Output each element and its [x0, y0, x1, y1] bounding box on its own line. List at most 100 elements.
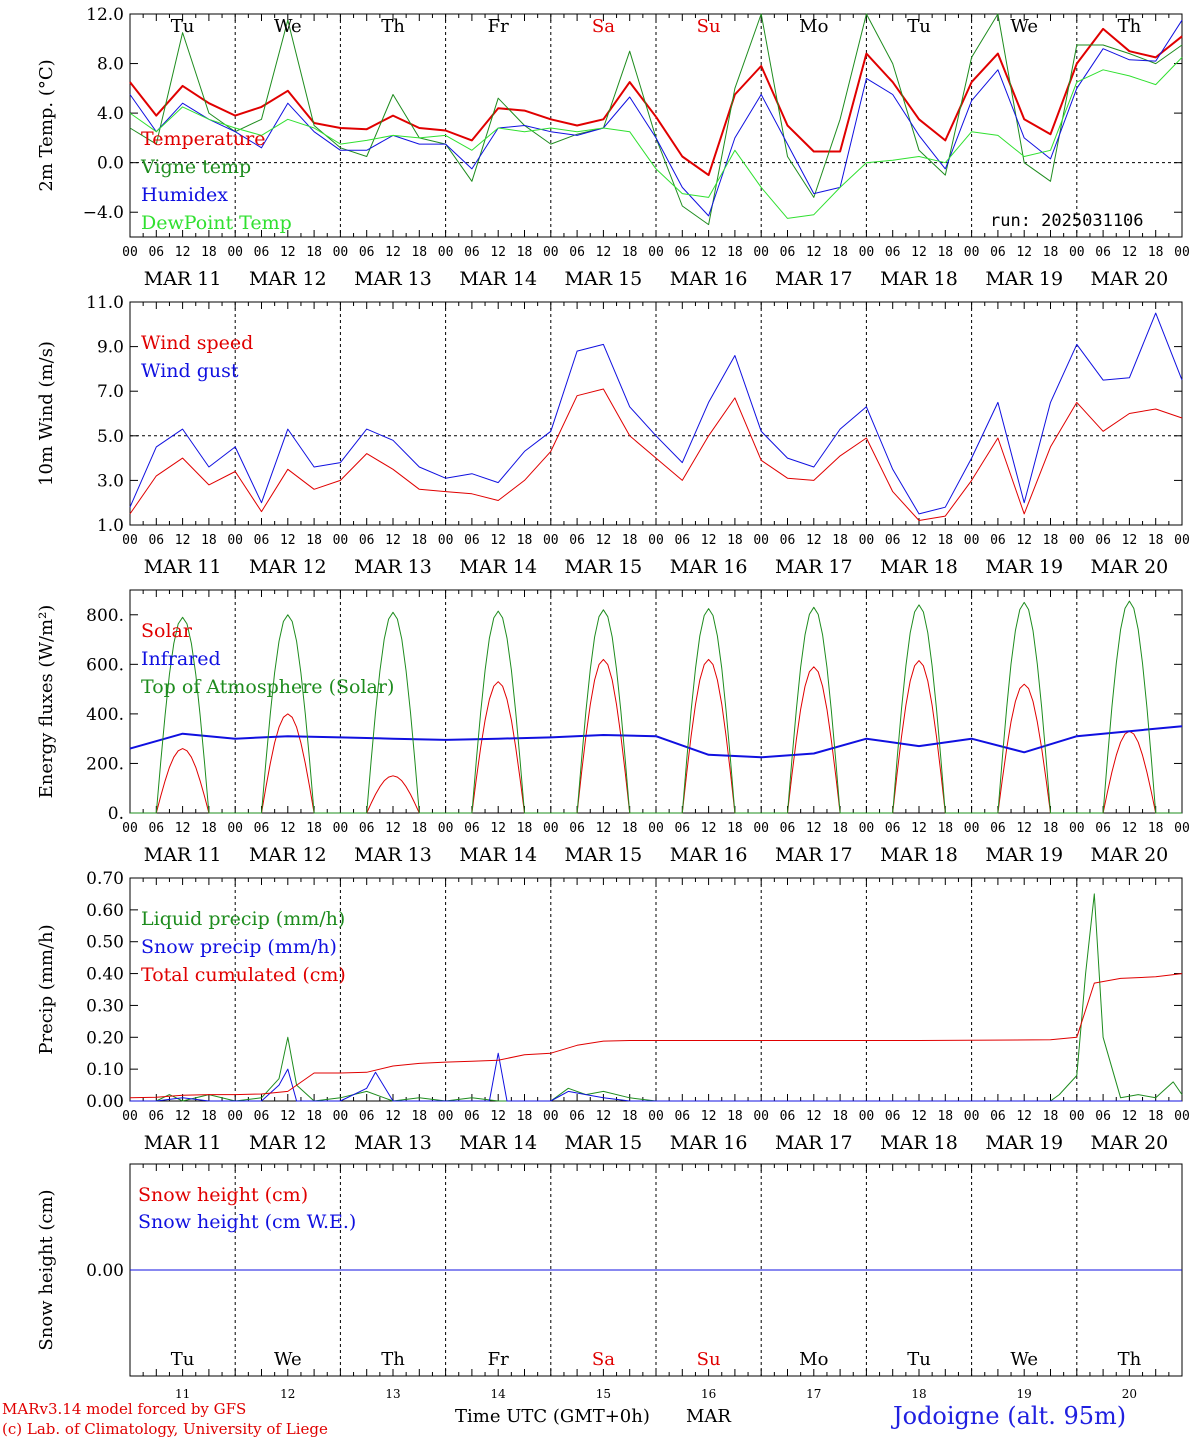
hour-tick-label: 06	[464, 1109, 480, 1124]
hour-tick-label: 12	[175, 821, 191, 836]
day-label: MAR 15	[565, 268, 643, 290]
weekday-label-top: Th	[381, 16, 405, 37]
day-label: MAR 16	[670, 844, 748, 866]
hour-tick-label: 00	[648, 1109, 664, 1124]
hour-tick-label: 06	[359, 1109, 375, 1124]
hour-tick-label: 00	[438, 533, 454, 548]
hour-tick-label: 00	[227, 245, 243, 260]
y-tick-label: 4.0	[97, 104, 124, 124]
hour-tick-label: 00	[1174, 245, 1190, 260]
panel-1: 12.0 8.0 4.0 0.0 −4.0 2m Temp. (°C) Temperatur…	[36, 5, 1190, 290]
hour-tick-label: 18	[1043, 1109, 1059, 1124]
day-label: MAR 16	[670, 1132, 748, 1154]
hour-tick-label: 06	[254, 1109, 270, 1124]
panel-5: 0.00 Snow height (cm) Snow height (cm) Snow…	[36, 1163, 1183, 1377]
weekday-label-top: Tu	[907, 16, 931, 37]
hour-tick-label: 12	[596, 245, 612, 260]
panel-4: 0.70 0.60 0.50 0.40 0.30 0.20 0.10 0.00 Precip (…	[36, 869, 1190, 1154]
series-line	[130, 600, 1182, 814]
day-label: MAR 11	[144, 1132, 222, 1154]
day-label: MAR 17	[775, 556, 853, 578]
weekday-label-top: Sa	[592, 16, 615, 37]
hour-tick-label: 18	[517, 245, 533, 260]
hour-tick-label: 18	[727, 1109, 743, 1124]
day-label: MAR 13	[354, 556, 432, 578]
hour-tick-label: 00	[648, 533, 664, 548]
hour-tick-label: 18	[201, 1109, 217, 1124]
hour-tick-label: 06	[990, 821, 1006, 836]
hour-tick-label: 00	[122, 533, 138, 548]
y-tick-label: 11.0	[86, 293, 124, 313]
hour-tick-label: 00	[333, 821, 349, 836]
weekday-label-bottom: We	[1010, 1349, 1038, 1370]
day-label: MAR 20	[1091, 268, 1169, 290]
hour-tick-label: 12	[701, 1109, 717, 1124]
day-number-label: 18	[911, 1387, 926, 1401]
hour-tick-label: 06	[990, 1109, 1006, 1124]
hour-tick-label: 18	[1043, 821, 1059, 836]
series-line	[129, 27, 1183, 177]
hour-tick-label: 06	[674, 821, 690, 836]
hour-tick-label: 06	[885, 245, 901, 260]
hour-tick-label: 12	[911, 245, 927, 260]
weekday-label-top: We	[1010, 16, 1038, 37]
hour-tick-label: 18	[937, 245, 953, 260]
hour-tick-label: 06	[780, 821, 796, 836]
hour-tick-label: 00	[859, 1109, 875, 1124]
day-label: MAR 18	[880, 844, 958, 866]
hour-tick-label: 12	[911, 821, 927, 836]
day-label: MAR 19	[985, 1132, 1063, 1154]
weekday-label-bottom: Mo	[799, 1349, 828, 1370]
hour-tick-label: 06	[885, 533, 901, 548]
day-number-label: 11	[175, 1387, 190, 1401]
hour-tick-label: 18	[201, 533, 217, 548]
legend-entry: Snow height (cm)	[138, 1184, 308, 1206]
hour-tick-label: 12	[385, 1109, 401, 1124]
hour-tick-label: 06	[780, 1109, 796, 1124]
hour-tick-label: 12	[1016, 245, 1032, 260]
hour-tick-label: 00	[333, 245, 349, 260]
hour-tick-label: 06	[254, 821, 270, 836]
hour-tick-label: 00	[438, 245, 454, 260]
hour-tick-label: 12	[175, 1109, 191, 1124]
y-tick-label: 0.20	[86, 1028, 124, 1048]
y-tick-label: 7.0	[97, 382, 124, 402]
day-label: MAR 19	[985, 844, 1063, 866]
day-number-label: 20	[1122, 1387, 1137, 1401]
hour-tick-label: 00	[964, 1109, 980, 1124]
hour-tick-label: 12	[806, 533, 822, 548]
y-axis-title: 2m Temp. (°C)	[36, 59, 57, 191]
hour-tick-label: 00	[543, 821, 559, 836]
hour-tick-label: 12	[490, 533, 506, 548]
hour-tick-label: 12	[280, 821, 296, 836]
weekday-label-top: We	[274, 16, 302, 37]
plot-frame	[129, 13, 1183, 238]
hour-tick-label: 12	[175, 533, 191, 548]
day-label: MAR 17	[775, 268, 853, 290]
legend-entry: Humidex	[141, 184, 228, 206]
day-number-label: 17	[806, 1387, 821, 1401]
hour-tick-label: 18	[517, 533, 533, 548]
y-tick-label: 600.	[86, 655, 124, 675]
hour-tick-label: 18	[727, 245, 743, 260]
hour-tick-label: 18	[411, 533, 427, 548]
y-axis-title: Energy fluxes (W/m²)	[36, 605, 57, 799]
day-label: MAR 18	[880, 556, 958, 578]
hour-tick-label: 12	[175, 245, 191, 260]
weekday-label-bottom: Tu	[171, 1349, 195, 1370]
hour-tick-label: 06	[148, 1109, 164, 1124]
hour-tick-label: 00	[122, 1109, 138, 1124]
hour-tick-label: 06	[148, 245, 164, 260]
hour-tick-label: 06	[990, 245, 1006, 260]
day-label: MAR 16	[670, 556, 748, 578]
hour-tick-label: 00	[1069, 245, 1085, 260]
hour-tick-label: 00	[859, 533, 875, 548]
day-label: MAR 14	[459, 844, 537, 866]
day-label: MAR 11	[144, 556, 222, 578]
hour-tick-label: 00	[122, 821, 138, 836]
hour-tick-label: 12	[701, 245, 717, 260]
y-axis-title: 10m Wind (m/s)	[36, 341, 57, 486]
hour-tick-label: 18	[727, 821, 743, 836]
legend-entry: Wind gust	[141, 360, 239, 382]
